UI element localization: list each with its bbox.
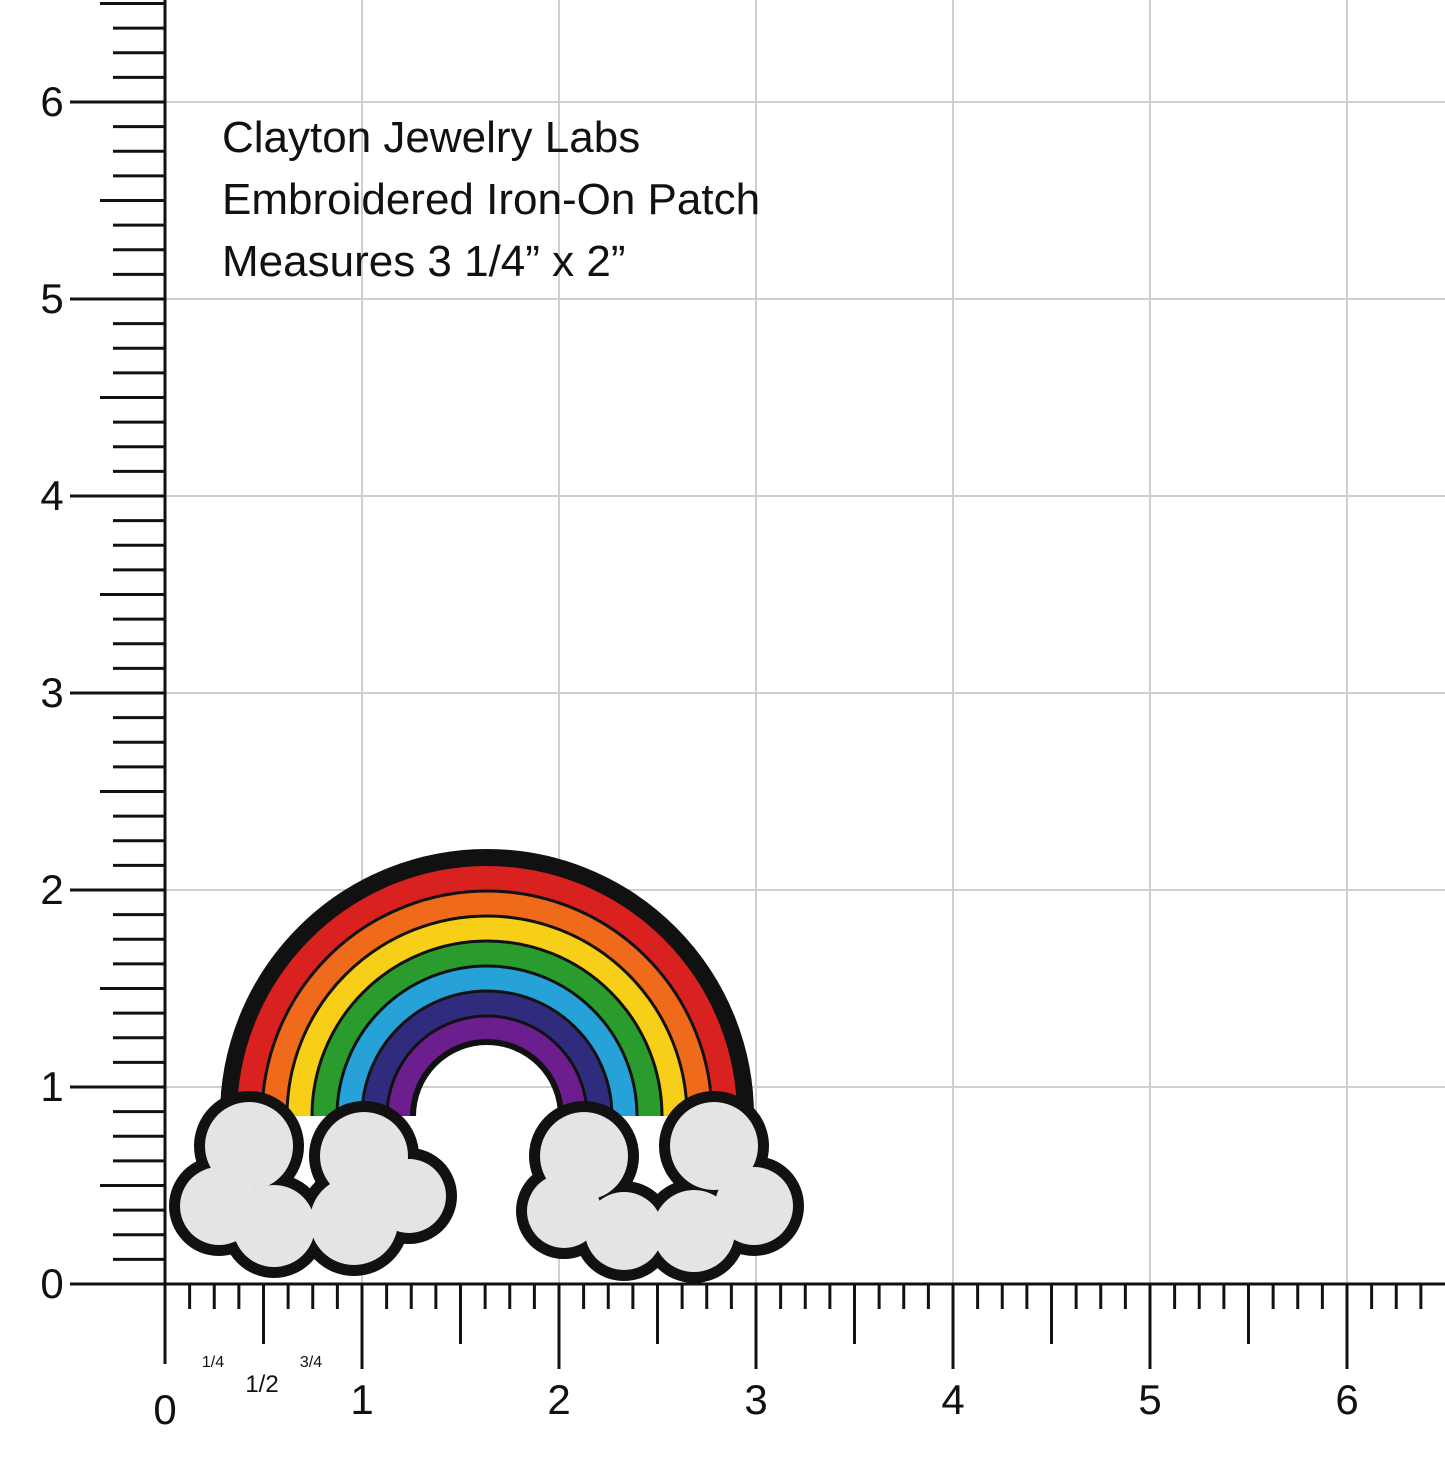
y-axis-label: 0 (40, 1260, 63, 1307)
y-axis-label: 1 (40, 1063, 63, 1110)
right-cloud (516, 1091, 804, 1283)
caption-line: Embroidered Iron-On Patch (222, 175, 760, 224)
x-axis-label: 3 (744, 1376, 767, 1423)
x-axis-label: 6 (1335, 1376, 1358, 1423)
fraction-label: 1/2 (245, 1371, 278, 1398)
ruler-ticks (70, 0, 1445, 1369)
grid (165, 0, 1445, 1284)
x-axis-label: 0 (153, 1386, 176, 1433)
rainbow-patch (169, 849, 804, 1283)
x-axis-label: 2 (547, 1376, 570, 1423)
x-axis-label: 5 (1138, 1376, 1161, 1423)
caption-line: Clayton Jewelry Labs (222, 113, 640, 162)
fraction-label: 1/4 (202, 1354, 224, 1371)
left-cloud (169, 1091, 457, 1278)
y-axis-label: 6 (40, 78, 63, 125)
y-axis-label: 3 (40, 669, 63, 716)
y-axis-label: 5 (40, 275, 63, 322)
x-axis-label: 1 (350, 1376, 373, 1423)
y-axis-label: 2 (40, 866, 63, 913)
caption-line: Measures 3 1/4” x 2” (222, 237, 626, 286)
y-axis-label: 4 (40, 472, 63, 519)
fraction-label: 3/4 (300, 1354, 322, 1371)
labels: Clayton Jewelry Labs Embroidered Iron-On… (40, 78, 1358, 1433)
x-axis-label: 4 (941, 1376, 964, 1423)
